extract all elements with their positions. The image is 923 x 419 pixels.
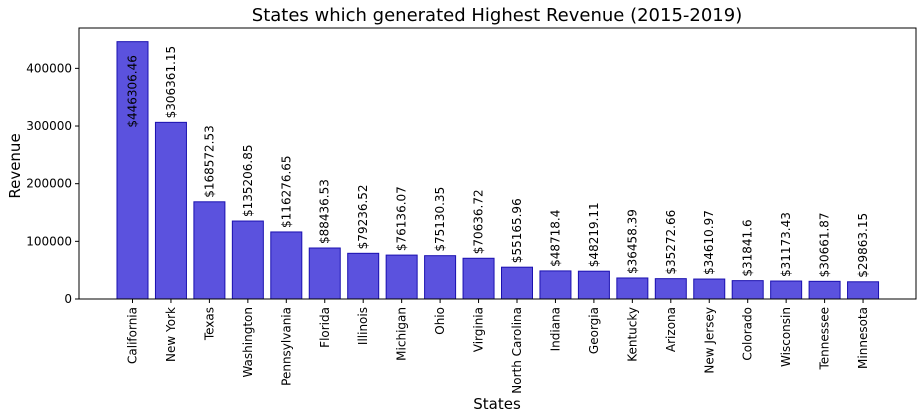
- bar-washington: [231, 220, 264, 300]
- x-tick-label: Tennessee: [818, 307, 832, 371]
- x-tick-label: New York: [164, 307, 178, 362]
- data-label: $48718.4: [548, 210, 562, 267]
- bar-north-carolina: [501, 266, 533, 300]
- x-tick-label: Minnesota: [856, 307, 870, 369]
- data-label: $116276.65: [279, 155, 293, 228]
- x-tick-label: Kentucky: [625, 307, 639, 362]
- x-tick-label: Florida: [318, 307, 332, 348]
- bar-illinois: [347, 252, 380, 300]
- data-label: $55165.96: [510, 198, 524, 263]
- data-label: $306361.15: [164, 46, 178, 119]
- data-label: $36458.39: [625, 209, 639, 274]
- data-label: $29863.15: [856, 213, 870, 278]
- data-label: $135206.85: [241, 145, 255, 218]
- y-tick-label: 0: [64, 292, 72, 306]
- y-tick-label: 100000: [26, 234, 72, 248]
- x-tick-label: Georgia: [587, 307, 601, 354]
- x-axis-label: States: [473, 395, 521, 413]
- y-axis-label: Revenue: [6, 133, 24, 198]
- bars-group: [116, 41, 880, 300]
- x-tick-label: Wisconsin: [779, 307, 793, 367]
- data-label: $446306.46: [126, 55, 140, 128]
- x-tick-label: Washington: [241, 307, 255, 378]
- bar-colorado: [731, 280, 764, 300]
- data-label: $31173.43: [779, 212, 793, 277]
- y-tick-label: 200000: [26, 177, 72, 191]
- bar-arizona: [654, 278, 687, 300]
- bar-pennsylvania: [270, 231, 303, 300]
- bar-michigan: [385, 254, 418, 300]
- bar-virginia: [462, 257, 495, 300]
- data-label: $168572.53: [202, 125, 216, 198]
- plot-frame: [78, 27, 917, 300]
- data-label: $88436.53: [318, 179, 332, 244]
- bar-texas: [193, 201, 226, 300]
- bar-ohio: [424, 255, 457, 300]
- bar-florida: [308, 247, 341, 300]
- x-tick-label: Texas: [202, 307, 216, 341]
- bar-new-york: [154, 121, 187, 300]
- data-label: $79236.52: [356, 184, 370, 249]
- x-tick-label: California: [126, 307, 140, 364]
- data-label: $34610.97: [702, 210, 716, 275]
- x-tick-label: Illinois: [356, 307, 370, 345]
- bar-california: [116, 41, 149, 300]
- bar-new-jersey: [693, 278, 726, 300]
- x-tick-label: Michigan: [395, 307, 409, 361]
- data-label: $70636.72: [472, 189, 486, 254]
- bar-indiana: [539, 270, 572, 300]
- data-label: $30661.87: [818, 212, 832, 277]
- y-tick-label: 400000: [26, 61, 72, 75]
- chart-title: States which generated Highest Revenue (…: [252, 5, 742, 26]
- data-label: $76136.07: [395, 186, 409, 251]
- x-tick-label: Virginia: [472, 307, 486, 352]
- x-axis: California New York Texas Washington Pennsyl…: [126, 299, 870, 394]
- data-label: $35272.66: [664, 210, 678, 275]
- x-tick-label: Indiana: [548, 307, 562, 351]
- bar-wisconsin: [770, 280, 803, 300]
- data-label: $48219.11: [587, 202, 601, 267]
- x-tick-label: New Jersey: [702, 307, 716, 374]
- bar-georgia: [577, 270, 610, 300]
- bar-tennessee: [808, 280, 841, 300]
- bar-kentucky: [616, 277, 649, 300]
- x-tick-label: Arizona: [664, 307, 678, 352]
- y-axis: 0 100000 200000 300000 400000: [26, 61, 79, 306]
- x-tick-label: Pennsylvania: [279, 307, 293, 386]
- data-label: $31841.6: [741, 219, 755, 276]
- x-tick-label: North Carolina: [510, 307, 524, 394]
- x-tick-label: Ohio: [433, 307, 447, 335]
- data-labels-group: $446306.46 $306361.15 $168572.53 $135206.85…: [126, 46, 871, 278]
- x-tick-label: Colorado: [741, 307, 755, 361]
- bar-minnesota: [847, 281, 880, 300]
- y-tick-label: 300000: [26, 119, 72, 133]
- data-label: $75130.35: [433, 187, 447, 252]
